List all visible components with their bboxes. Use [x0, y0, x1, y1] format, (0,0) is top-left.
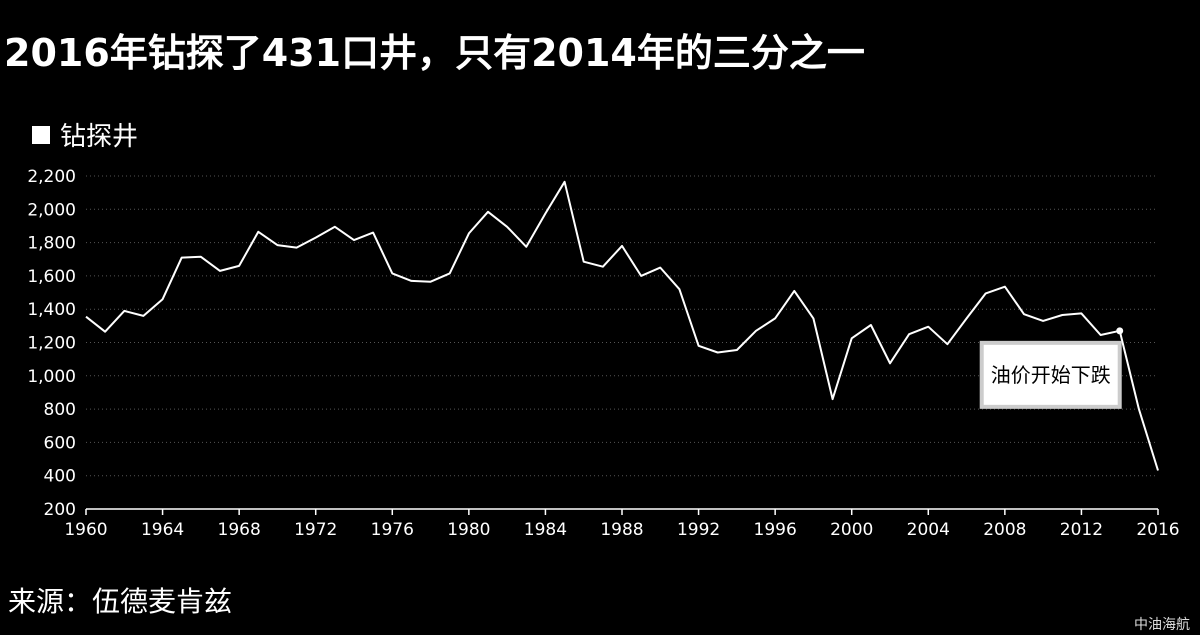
x-tick-label: 1976 [371, 520, 414, 540]
y-tick-label: 800 [44, 400, 76, 420]
x-tick-label: 2000 [830, 520, 873, 540]
legend-label: 钻探井 [60, 122, 139, 152]
y-tick-label: 1,000 [27, 367, 76, 387]
annotation-box [979, 340, 1122, 409]
x-tick-label: 2008 [983, 520, 1026, 540]
series-line [85, 180, 1159, 471]
x-tick-label: 1996 [754, 520, 797, 540]
annotation-marker [1116, 327, 1124, 335]
source-note: 来源：伍德麦肯兹 [8, 585, 233, 618]
x-tick-label: 1992 [677, 520, 720, 540]
chart-title: 2016年钻探了431口井，只有2014年的三分之一 [4, 31, 865, 75]
y-tick-label: 1,800 [27, 234, 76, 254]
watermark: 中油海航 [1134, 617, 1190, 633]
x-tick-label: 1972 [294, 520, 337, 540]
x-tick-label: 1988 [600, 520, 643, 540]
axis-layer: 200 400 600 800 1,000 1,200 1,400 1,600 1,800 2,0… [27, 167, 1179, 540]
x-tick-label: 1984 [524, 520, 567, 540]
x-tick-label: 2012 [1060, 520, 1103, 540]
series-layer [85, 180, 1159, 471]
x-tick-label: 2016 [1136, 520, 1179, 540]
y-tick-label: 1,400 [27, 300, 76, 320]
y-tick-label: 400 [44, 467, 76, 487]
annotation-layer: 油价开始下跌 [979, 327, 1124, 409]
annotation-label: 油价开始下跌 [991, 363, 1111, 387]
grid-layer [86, 175, 1158, 477]
y-tick-label: 1,200 [27, 334, 76, 354]
x-tick-label: 1968 [218, 520, 261, 540]
y-tick-label: 600 [44, 433, 76, 453]
y-tick-label: 200 [44, 500, 76, 520]
y-tick-label: 2,200 [27, 167, 76, 187]
y-tick-label: 2,000 [27, 200, 76, 220]
x-tick-label: 1964 [141, 520, 184, 540]
x-tick-label: 1960 [64, 520, 107, 540]
x-tick-label: 2004 [907, 520, 950, 540]
x-tick-label: 1980 [447, 520, 490, 540]
legend: 钻探井 [32, 116, 138, 153]
y-tick-label: 1,600 [27, 267, 76, 287]
legend-swatch [32, 125, 50, 144]
